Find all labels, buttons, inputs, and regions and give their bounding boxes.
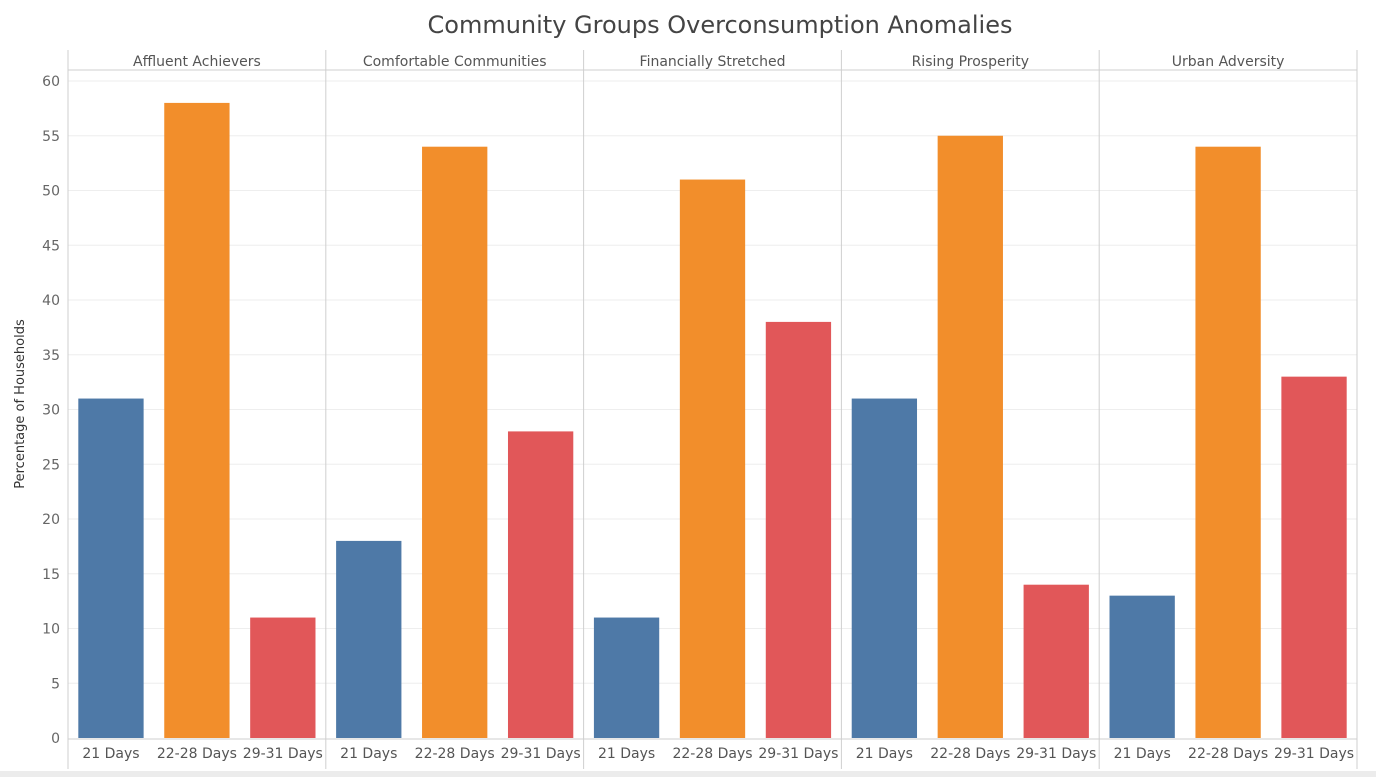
x-tick-label: 29-31 Days bbox=[1016, 746, 1096, 762]
x-tick-label: 29-31 Days bbox=[243, 746, 323, 762]
y-tick-label: 15 bbox=[42, 567, 60, 583]
bar bbox=[422, 146, 488, 738]
bar bbox=[593, 617, 660, 738]
x-tick-label: 22-28 Days bbox=[1188, 746, 1268, 762]
x-tick-label: 29-31 Days bbox=[501, 746, 581, 762]
labels: Affluent Achievers 21 Days 22-28 Days 29-31… bbox=[82, 54, 1354, 762]
y-axis-ticks: 0 5 10 15 20 25 30 35 40 45 50 55 60 bbox=[42, 74, 60, 747]
y-tick-label: 35 bbox=[42, 348, 60, 364]
bar bbox=[1109, 595, 1175, 738]
panel-frames bbox=[67, 50, 1358, 769]
x-tick-label: 21 Days bbox=[598, 746, 655, 762]
panel-header-label: Comfortable Communities bbox=[363, 54, 547, 70]
y-tick-label: 60 bbox=[42, 74, 60, 90]
bar bbox=[851, 398, 918, 738]
x-tick-label: 21 Days bbox=[82, 746, 139, 762]
bar bbox=[937, 135, 1003, 738]
y-tick-label: 40 bbox=[42, 293, 60, 309]
x-tick-label: 21 Days bbox=[340, 746, 397, 762]
panel-header-label: Rising Prosperity bbox=[912, 54, 1029, 70]
y-tick-label: 55 bbox=[42, 129, 60, 145]
chart-title: Community Groups Overconsumption Anomali… bbox=[428, 11, 1013, 39]
bar bbox=[78, 398, 144, 738]
bar bbox=[1023, 584, 1089, 738]
x-tick-label: 22-28 Days bbox=[157, 746, 237, 762]
y-tick-label: 10 bbox=[42, 622, 60, 638]
x-tick-label: 21 Days bbox=[1114, 746, 1171, 762]
x-tick-label: 21 Days bbox=[856, 746, 913, 762]
y-tick-label: 50 bbox=[42, 184, 60, 200]
x-tick-label: 29-31 Days bbox=[758, 746, 838, 762]
x-tick-label: 22-28 Days bbox=[930, 746, 1010, 762]
x-tick-label: 22-28 Days bbox=[672, 746, 752, 762]
panel-header-label: Financially Stretched bbox=[640, 54, 786, 70]
y-tick-label: 0 bbox=[51, 731, 60, 747]
y-tick-label: 45 bbox=[42, 238, 60, 254]
bar bbox=[679, 179, 746, 739]
bar bbox=[765, 321, 832, 738]
bar bbox=[507, 431, 574, 738]
y-tick-label: 5 bbox=[51, 676, 60, 692]
bar bbox=[1195, 146, 1261, 738]
bar bbox=[1281, 376, 1347, 738]
bar bbox=[164, 102, 230, 738]
x-tick-label: 22-28 Days bbox=[415, 746, 495, 762]
bar bbox=[336, 540, 402, 738]
bottom-scrollbar bbox=[0, 771, 1376, 777]
panel-header-label: Affluent Achievers bbox=[133, 54, 261, 70]
x-tick-label: 29-31 Days bbox=[1274, 746, 1354, 762]
bars bbox=[78, 102, 1347, 739]
panel-header-label: Urban Adversity bbox=[1172, 54, 1285, 70]
bar bbox=[250, 617, 316, 738]
y-axis-title: Percentage of Households bbox=[13, 319, 28, 489]
y-tick-label: 20 bbox=[42, 512, 60, 528]
y-tick-label: 25 bbox=[42, 457, 60, 473]
y-tick-label: 30 bbox=[42, 403, 60, 419]
